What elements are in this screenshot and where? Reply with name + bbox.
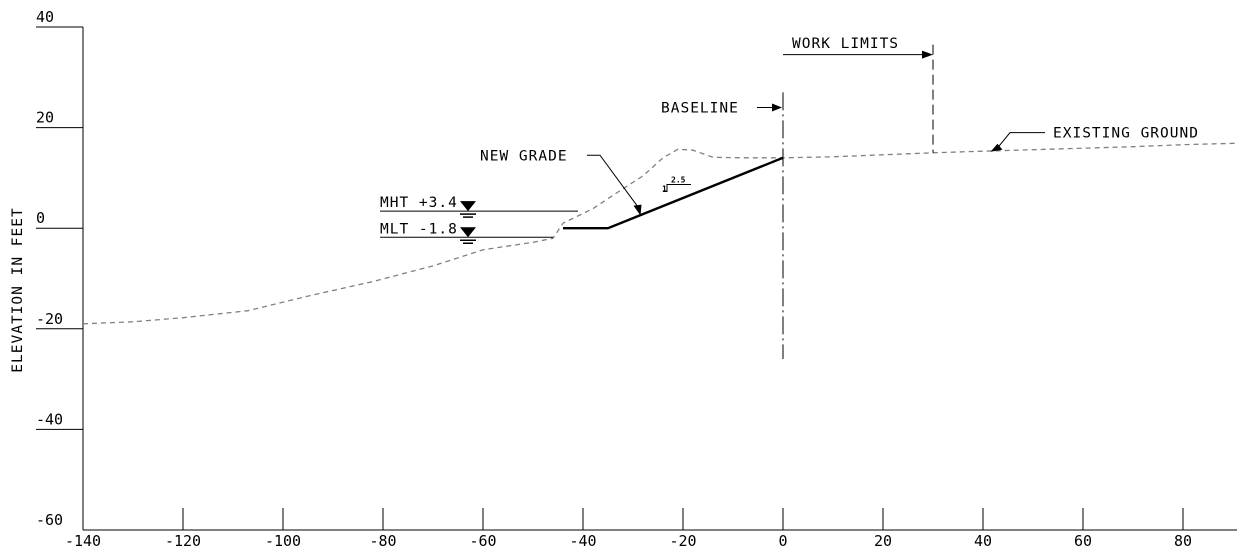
mht-marker: MHT +3.4 [380,195,578,218]
new-grade-arrowhead [633,204,642,216]
slope-run-label: 2.5 [671,175,686,184]
series-group [82,142,1239,325]
mht-label: MHT +3.4 [380,195,458,211]
slope-rise-label: 1 [662,184,667,193]
y-tick-label: 0 [36,209,45,227]
x-tick-label: -100 [265,532,301,550]
work-limits-label: WORK LIMITS [792,36,899,52]
x-tick-label: -20 [669,532,696,550]
mht-water-symbol [460,201,476,212]
y-tick-label: 20 [36,109,54,127]
slope-symbol: 1 2.5 [662,175,691,193]
slope-triangle [663,183,691,192]
x-tick-label: -40 [569,532,596,550]
y-tick-label: -40 [36,410,63,428]
existing-ground-leader [998,132,1045,148]
x-tick-label: -120 [165,532,201,550]
mlt-label: MLT -1.8 [380,221,458,237]
existing-ground-arrowhead [990,143,1003,152]
x-tick-label: 0 [778,532,787,550]
y-tick-label: 40 [36,8,54,26]
y-tick-label: -60 [36,511,63,529]
y-axis-label: ELEVATION IN FEET [10,207,26,372]
new-grade-leader [587,154,639,208]
mlt-water-symbol [460,227,476,238]
existing-ground-label: EXISTING GROUND [1053,126,1199,142]
new-grade-label: NEW GRADE [480,148,568,164]
existing-ground-line [82,142,1239,325]
x-tick-label: -60 [469,532,496,550]
x-tick-label: 80 [1174,532,1192,550]
x-ticks: -140 -120 -100 -80 -60 -40 -20 0 20 40 60 80 [65,508,1192,550]
x-tick-label: 20 [874,532,892,550]
y-ticks: 40 20 0 -20 -40 -60 [36,8,83,529]
x-tick-label: -140 [65,532,101,550]
y-tick-label: -20 [36,310,63,328]
x-tick-label: 60 [1074,532,1092,550]
baseline-label: BASELINE [661,100,739,116]
baseline-arrowhead [772,103,782,112]
work-limits-arrowhead [922,50,933,59]
axes [82,27,1237,531]
x-tick-label: -80 [369,532,396,550]
x-tick-label: 40 [974,532,992,550]
mlt-marker: MLT -1.8 [380,221,553,245]
new-grade-line [563,156,784,230]
